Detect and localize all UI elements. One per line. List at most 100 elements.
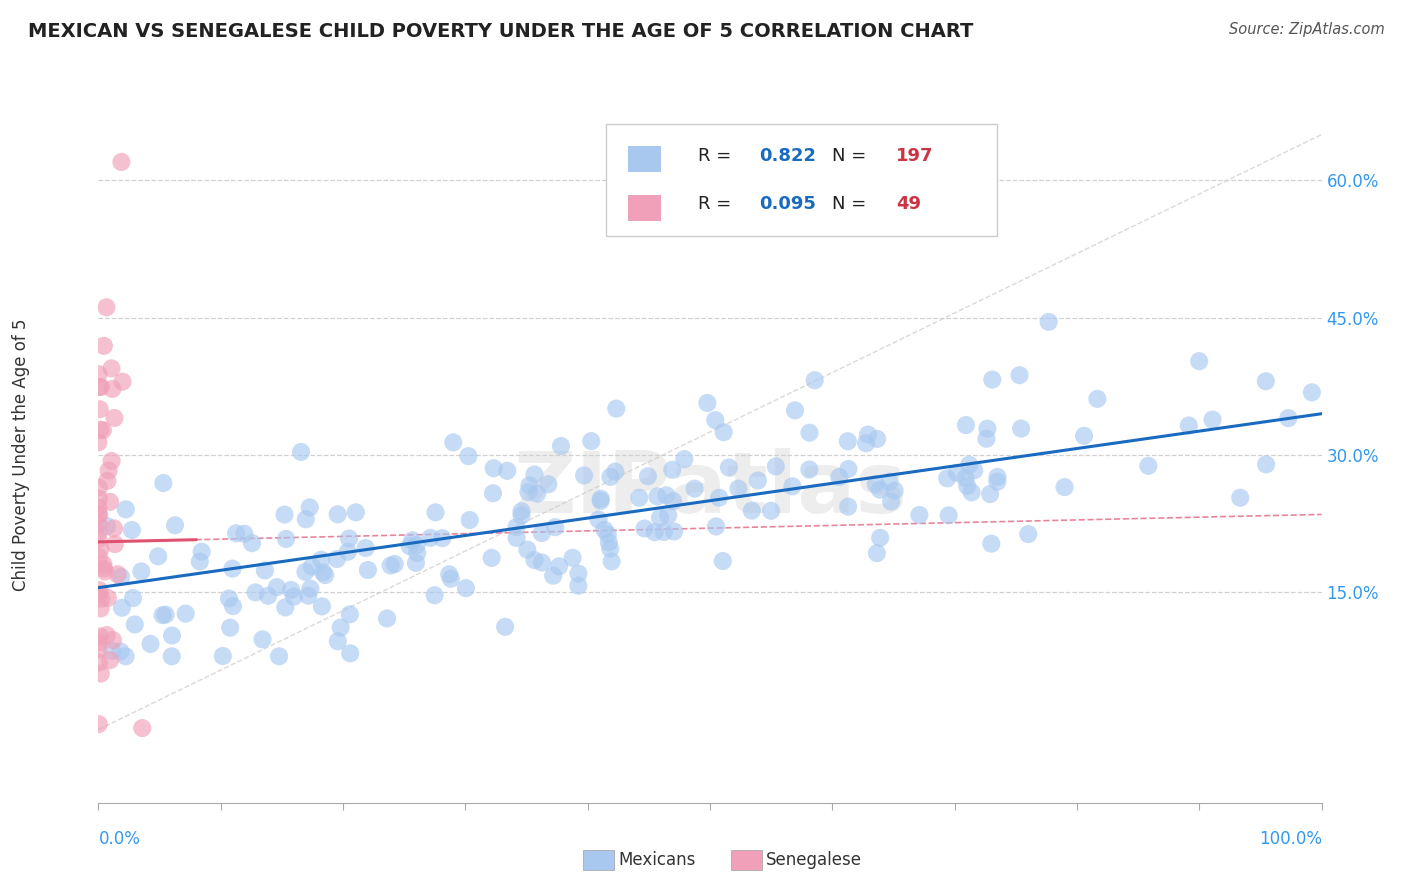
Point	[401, 533, 423, 548]
Point	[96, 628, 118, 642]
Text: ZIPatlas: ZIPatlas	[513, 448, 907, 532]
Point	[87, 642, 110, 657]
Point	[398, 539, 420, 553]
Point	[523, 467, 546, 482]
Point	[441, 435, 464, 450]
Point	[803, 373, 825, 387]
Point	[908, 508, 931, 522]
Point	[655, 488, 678, 502]
Point	[567, 579, 589, 593]
Point	[87, 587, 110, 601]
Point	[599, 541, 621, 556]
Point	[572, 468, 595, 483]
Text: Mexicans: Mexicans	[619, 851, 696, 869]
Point	[1301, 385, 1323, 400]
Point	[1085, 392, 1108, 406]
Point	[152, 476, 174, 491]
Point	[1053, 480, 1076, 494]
Point	[93, 561, 115, 575]
Point	[661, 463, 683, 477]
Point	[637, 469, 659, 483]
Point	[294, 565, 316, 579]
Point	[530, 556, 553, 570]
Point	[87, 550, 110, 565]
Point	[314, 568, 336, 582]
Point	[329, 620, 352, 634]
Point	[741, 503, 763, 517]
Point	[856, 427, 879, 442]
Point	[89, 542, 111, 557]
Point	[87, 635, 110, 649]
Point	[94, 565, 117, 579]
Point	[596, 527, 619, 541]
Point	[257, 589, 280, 603]
Point	[280, 582, 302, 597]
Point	[339, 607, 361, 622]
Point	[1256, 458, 1278, 472]
Point	[89, 629, 111, 643]
Point	[309, 553, 332, 567]
Text: 197: 197	[896, 147, 934, 165]
Point	[114, 502, 136, 516]
Point	[245, 585, 267, 599]
Point	[1010, 421, 1032, 435]
Point	[425, 505, 447, 519]
Point	[537, 477, 560, 491]
Point	[544, 520, 567, 534]
Point	[869, 483, 891, 497]
Point	[406, 546, 429, 560]
Text: 0.095: 0.095	[759, 195, 815, 213]
Point	[955, 471, 977, 485]
Point	[482, 486, 505, 500]
Point	[152, 608, 174, 623]
Point	[523, 553, 546, 567]
Point	[1017, 527, 1039, 541]
Point	[481, 550, 503, 565]
Point	[98, 653, 121, 667]
Point	[90, 666, 112, 681]
Point	[648, 510, 671, 524]
Point	[605, 465, 627, 479]
Point	[458, 513, 481, 527]
Point	[783, 403, 806, 417]
Text: 100.0%: 100.0%	[1258, 830, 1322, 847]
Point	[696, 396, 718, 410]
Point	[89, 583, 111, 598]
Point	[765, 459, 787, 474]
Point	[87, 656, 110, 670]
Point	[89, 423, 111, 437]
Point	[301, 559, 323, 574]
Point	[124, 617, 146, 632]
Point	[96, 474, 118, 488]
Point	[101, 644, 124, 658]
Point	[419, 531, 441, 545]
Point	[482, 461, 505, 475]
Point	[782, 479, 804, 493]
Point	[496, 464, 519, 478]
Text: 0.822: 0.822	[759, 147, 815, 165]
Point	[652, 524, 675, 539]
Point	[131, 721, 153, 735]
Point	[711, 554, 734, 568]
Point	[211, 648, 233, 663]
Point	[274, 600, 297, 615]
Point	[110, 570, 132, 584]
Point	[219, 621, 242, 635]
Point	[87, 367, 110, 381]
Point	[233, 526, 256, 541]
Point	[437, 567, 460, 582]
Text: R =: R =	[697, 147, 737, 165]
Point	[225, 526, 247, 541]
Point	[311, 599, 333, 614]
Text: 0.0%: 0.0%	[98, 830, 141, 847]
Point	[457, 449, 479, 463]
Point	[344, 505, 367, 519]
Point	[880, 494, 903, 508]
Point	[440, 572, 463, 586]
Point	[976, 432, 998, 446]
Point	[96, 300, 118, 314]
Point	[799, 462, 821, 476]
Point	[103, 521, 125, 535]
Point	[267, 649, 290, 664]
Point	[274, 532, 297, 546]
